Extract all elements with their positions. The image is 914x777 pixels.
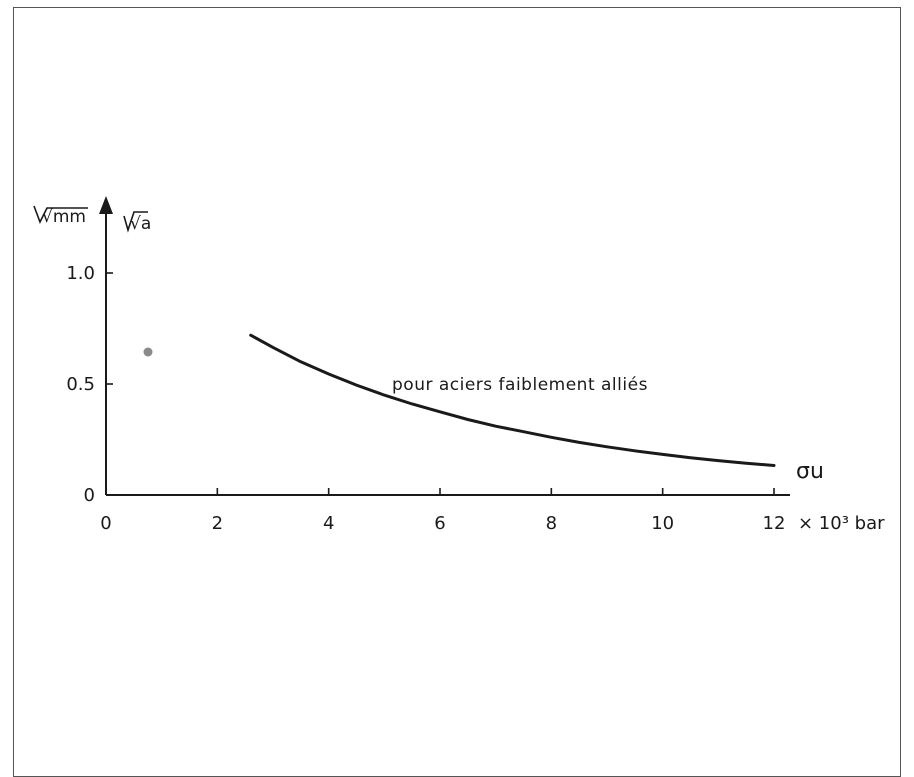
- series-line: [249, 333, 776, 467]
- y-axis-arrow: [99, 196, 113, 214]
- chart-svg: 0 2 4 6 8 10 12 0 0.5 1.0 √mm √a pour aciers fai…: [33, 196, 885, 534]
- y-tick-label: 1.0: [66, 263, 95, 284]
- y-unit-mm-text: √mm: [42, 207, 86, 227]
- x-tick-label: 12: [763, 513, 786, 534]
- x-tick-label: 8: [546, 513, 557, 534]
- y-tick-label: 0: [84, 485, 95, 506]
- x-unit-label: × 10³ bar: [798, 513, 885, 534]
- x-tick-label: 0: [100, 513, 111, 534]
- y-unit-a: √a: [123, 211, 151, 234]
- y-unit-mm: √mm: [33, 205, 88, 227]
- x-tick-label: 2: [212, 513, 223, 534]
- y-tick-label: 0.5: [66, 374, 95, 395]
- x-axis-label: σu: [796, 459, 824, 484]
- scan-speck: [143, 347, 153, 357]
- y-unit-a-text: √a: [130, 214, 151, 234]
- y-ticks: 0 0.5 1.0: [66, 263, 113, 506]
- x-tick-label: 6: [434, 513, 445, 534]
- x-ticks: 0 2 4 6 8 10 12: [100, 488, 785, 534]
- curve-annotation: pour aciers faiblement alliés: [392, 375, 648, 395]
- x-tick-label: 4: [323, 513, 334, 534]
- x-tick-label: 10: [651, 513, 674, 534]
